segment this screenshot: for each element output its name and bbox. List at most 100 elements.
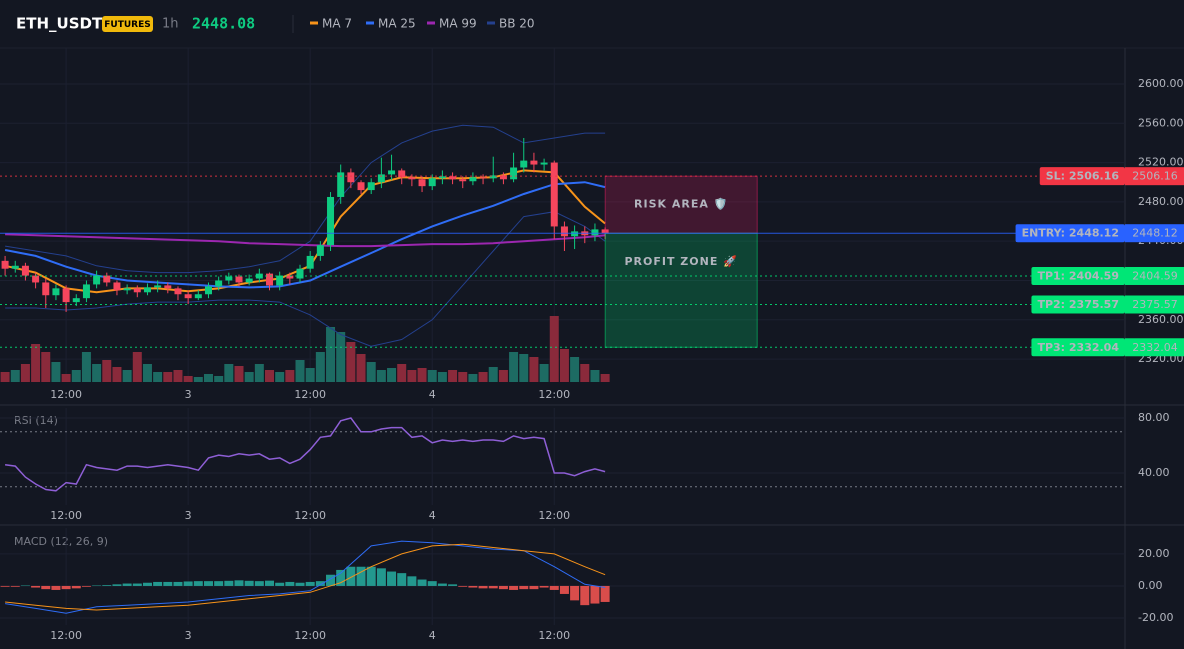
volume-bar [265, 370, 275, 382]
macd-title: MACD (12, 26, 9) [14, 535, 108, 548]
zone-label: PROFIT ZONE 🚀 [624, 255, 737, 268]
volume-bar [326, 327, 336, 382]
y-tick-label: 2520.00 [1138, 156, 1184, 169]
volume-bar [549, 316, 559, 382]
level-tag: SL: 2506.16 [1046, 170, 1120, 183]
y-tick-label: -20.00 [1138, 611, 1173, 624]
macd-hist [509, 585, 519, 590]
candle-body [327, 196, 335, 246]
candle-body [174, 288, 182, 295]
macd-hist [366, 566, 376, 586]
x-tick-label: 3 [185, 388, 192, 401]
candle-body [72, 298, 80, 303]
volume-bar [295, 360, 305, 382]
macd-hist [549, 585, 559, 590]
macd-hist [254, 581, 264, 586]
y-tick-label: 2360.00 [1138, 313, 1184, 326]
volume-bar [10, 370, 20, 382]
legend-label: BB 20 [499, 17, 535, 31]
candle-body [276, 275, 284, 286]
candle-body [337, 172, 345, 197]
price-tag: 2448.12 [1132, 227, 1178, 240]
price-tag: 2375.57 [1132, 298, 1178, 311]
macd-hist [570, 585, 580, 601]
candle-body [316, 245, 324, 256]
candle-body [266, 273, 274, 286]
candle-body [377, 174, 385, 183]
level-tag: TP2: 2375.57 [1037, 298, 1119, 311]
macd-line [5, 543, 606, 611]
volume-bar [193, 377, 203, 382]
macd-hist [519, 585, 529, 590]
macd-hist [132, 583, 142, 586]
macd-line [5, 540, 606, 614]
macd-hist [336, 569, 346, 586]
candle-body [499, 175, 507, 180]
macd-hist [183, 581, 193, 586]
candle-body [103, 275, 111, 283]
macd-hist [173, 581, 183, 586]
candle-body [591, 229, 599, 236]
candle-body [225, 276, 233, 281]
volume-bar [234, 366, 244, 382]
macd-hist [397, 573, 407, 586]
macd-hist [214, 581, 224, 586]
macd-hist [31, 585, 41, 588]
interval[interactable]: 1h [162, 17, 179, 32]
macd-hist [498, 585, 508, 590]
volume-bar [173, 370, 183, 382]
candle-body [215, 280, 223, 287]
volume-bar [71, 370, 81, 382]
candle-body [113, 282, 121, 291]
macd-hist [112, 584, 122, 586]
macd-hist [437, 583, 447, 586]
price-tag: 2332.04 [1132, 341, 1178, 354]
macd-hist [478, 585, 488, 589]
candle-body [194, 294, 202, 299]
badge: FUTURES [104, 20, 150, 30]
level-tag: TP1: 2404.59 [1037, 269, 1119, 282]
candle-body [428, 178, 436, 187]
volume-bar [112, 367, 122, 382]
candle-body [367, 182, 375, 191]
x-tick-label: 3 [185, 629, 192, 642]
bb-upper [5, 124, 606, 274]
macd-hist [346, 566, 356, 586]
macd-hist [417, 579, 427, 586]
candle-body [1, 260, 9, 269]
macd-hist [102, 585, 112, 586]
candle-body [123, 288, 131, 291]
volume-bar [570, 357, 580, 382]
candle-body [530, 160, 538, 165]
macd-hist [376, 568, 386, 586]
macd-hist [10, 585, 20, 587]
candle-body [418, 179, 426, 187]
candle-body [21, 265, 29, 276]
level-tag: TP3: 2332.04 [1037, 341, 1119, 354]
volume-bar [61, 374, 71, 382]
price-tag-bg [1125, 266, 1184, 285]
volume-bar [478, 372, 488, 382]
candle-body [540, 162, 548, 165]
symbol: ETH_USDT [16, 15, 103, 33]
candle-body [164, 285, 172, 289]
macd-hist [315, 581, 325, 586]
volume-bar [183, 376, 193, 382]
macd-hist [153, 581, 163, 586]
badge-bg [102, 16, 153, 32]
x-tick-label: 12:00 [50, 388, 82, 401]
ma-line [5, 233, 606, 248]
volume-bar [122, 370, 132, 382]
macd-hist [51, 585, 61, 590]
candle-body [52, 288, 60, 296]
x-tick-label: 12:00 [538, 388, 570, 401]
candle-body [571, 231, 579, 237]
price-tag-bg [1125, 224, 1184, 243]
macd-hist [295, 582, 305, 586]
x-tick-label: 12:00 [294, 629, 326, 642]
legend-label: MA 7 [322, 17, 352, 31]
x-tick-label: 4 [429, 388, 436, 401]
x-tick-label: 12:00 [50, 629, 82, 642]
volume-bar [397, 364, 407, 382]
